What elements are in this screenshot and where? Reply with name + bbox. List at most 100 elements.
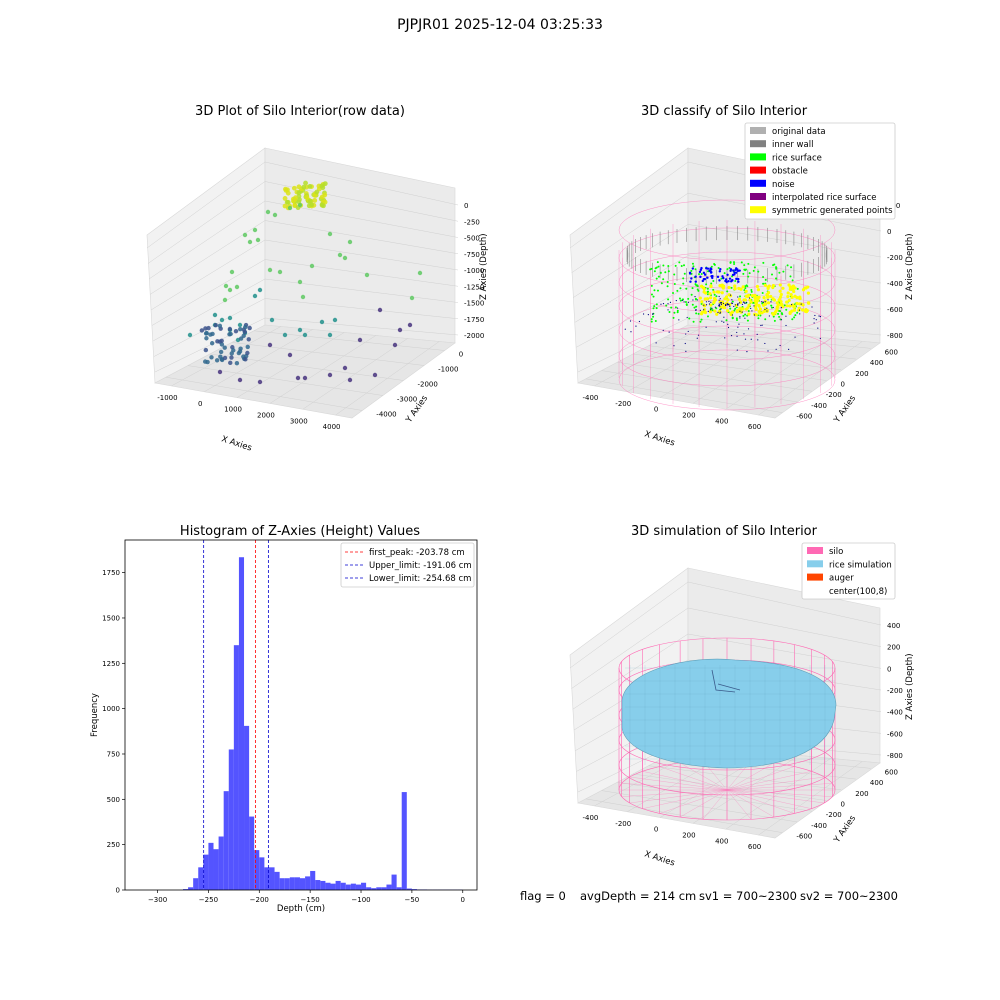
data-point	[684, 342, 686, 345]
data-point	[652, 307, 655, 310]
data-point	[694, 280, 697, 283]
hist-bar	[391, 874, 397, 890]
data-point	[753, 266, 756, 269]
data-point	[745, 301, 748, 304]
data-point	[729, 294, 732, 296]
data-point	[227, 287, 233, 293]
data-point	[743, 289, 746, 292]
hist-bar	[325, 882, 331, 890]
data-point	[732, 270, 735, 273]
data-point	[733, 309, 736, 312]
data-point	[204, 330, 209, 336]
data-point	[657, 265, 660, 268]
data-point	[762, 282, 765, 285]
data-point	[654, 319, 657, 322]
data-point	[775, 348, 777, 350]
data-point	[347, 377, 353, 383]
data-point	[705, 266, 708, 269]
data-point	[706, 267, 710, 270]
data-point	[668, 310, 671, 313]
data-point	[732, 269, 735, 272]
data-point	[720, 308, 722, 310]
p1-ztick-2: -500	[464, 235, 480, 243]
data-point	[702, 308, 707, 312]
hist-bar	[198, 867, 204, 890]
data-point	[697, 289, 700, 292]
data-point	[675, 299, 677, 302]
data-point	[739, 287, 743, 291]
data-point	[792, 308, 797, 312]
data-point	[746, 314, 749, 317]
data-point	[667, 303, 669, 305]
y-tick-label: 750	[107, 750, 120, 758]
p4-ytick-2: -200	[826, 811, 842, 819]
data-point	[246, 337, 251, 342]
data-point	[703, 277, 707, 281]
data-point	[774, 313, 777, 316]
legend-swatch	[750, 140, 766, 148]
axes-panes	[146, 147, 456, 419]
data-point	[217, 323, 223, 329]
data-point	[237, 377, 243, 383]
data-point	[229, 351, 234, 356]
data-point	[711, 309, 714, 312]
data-point	[297, 327, 303, 333]
data-point	[750, 290, 753, 293]
data-point	[778, 315, 781, 318]
data-point	[290, 196, 296, 202]
data-point	[732, 269, 735, 272]
data-point	[770, 298, 773, 301]
data-point	[770, 301, 772, 303]
data-point	[798, 298, 801, 301]
data-point	[726, 268, 729, 271]
data-point	[747, 328, 750, 330]
data-point	[630, 331, 632, 333]
data-point	[798, 296, 802, 301]
data-point	[722, 284, 726, 288]
data-point	[711, 274, 714, 278]
silo-spoke	[726, 762, 774, 791]
data-point	[739, 315, 741, 318]
data-point	[722, 276, 725, 280]
data-point	[780, 312, 783, 315]
data-point	[227, 332, 232, 337]
data-point	[377, 307, 383, 313]
data-point	[309, 263, 315, 269]
data-point	[684, 300, 687, 303]
data-point	[731, 300, 734, 303]
data-point	[709, 296, 712, 299]
data-point	[767, 299, 769, 301]
data-point	[319, 202, 325, 208]
legend-label: interpolated rice surface	[772, 193, 877, 203]
data-point	[800, 303, 802, 305]
data-point	[282, 203, 288, 209]
data-point	[245, 344, 250, 350]
data-point	[728, 304, 730, 306]
data-point	[806, 301, 811, 305]
data-point	[749, 293, 752, 296]
data-point	[790, 288, 793, 291]
data-point	[727, 323, 729, 325]
data-point	[752, 294, 756, 298]
data-point	[757, 317, 760, 320]
data-point	[744, 289, 748, 293]
hist-bar	[244, 725, 250, 890]
data-point	[777, 301, 780, 304]
data-point	[726, 298, 730, 302]
data-point	[726, 304, 729, 306]
data-point	[676, 307, 679, 309]
data-point	[710, 267, 713, 271]
avg-depth-text: avgDepth = 214 cm	[580, 889, 697, 903]
data-point	[735, 317, 738, 320]
silo-spoke	[726, 789, 833, 797]
data-point	[743, 333, 745, 335]
data-point	[765, 308, 769, 312]
data-point	[748, 297, 751, 299]
data-point	[786, 294, 790, 299]
data-point	[750, 338, 752, 340]
data-point	[706, 293, 709, 296]
data-point	[699, 284, 704, 288]
data-point	[709, 269, 712, 272]
hist-bar	[376, 887, 382, 890]
data-point	[277, 269, 283, 275]
